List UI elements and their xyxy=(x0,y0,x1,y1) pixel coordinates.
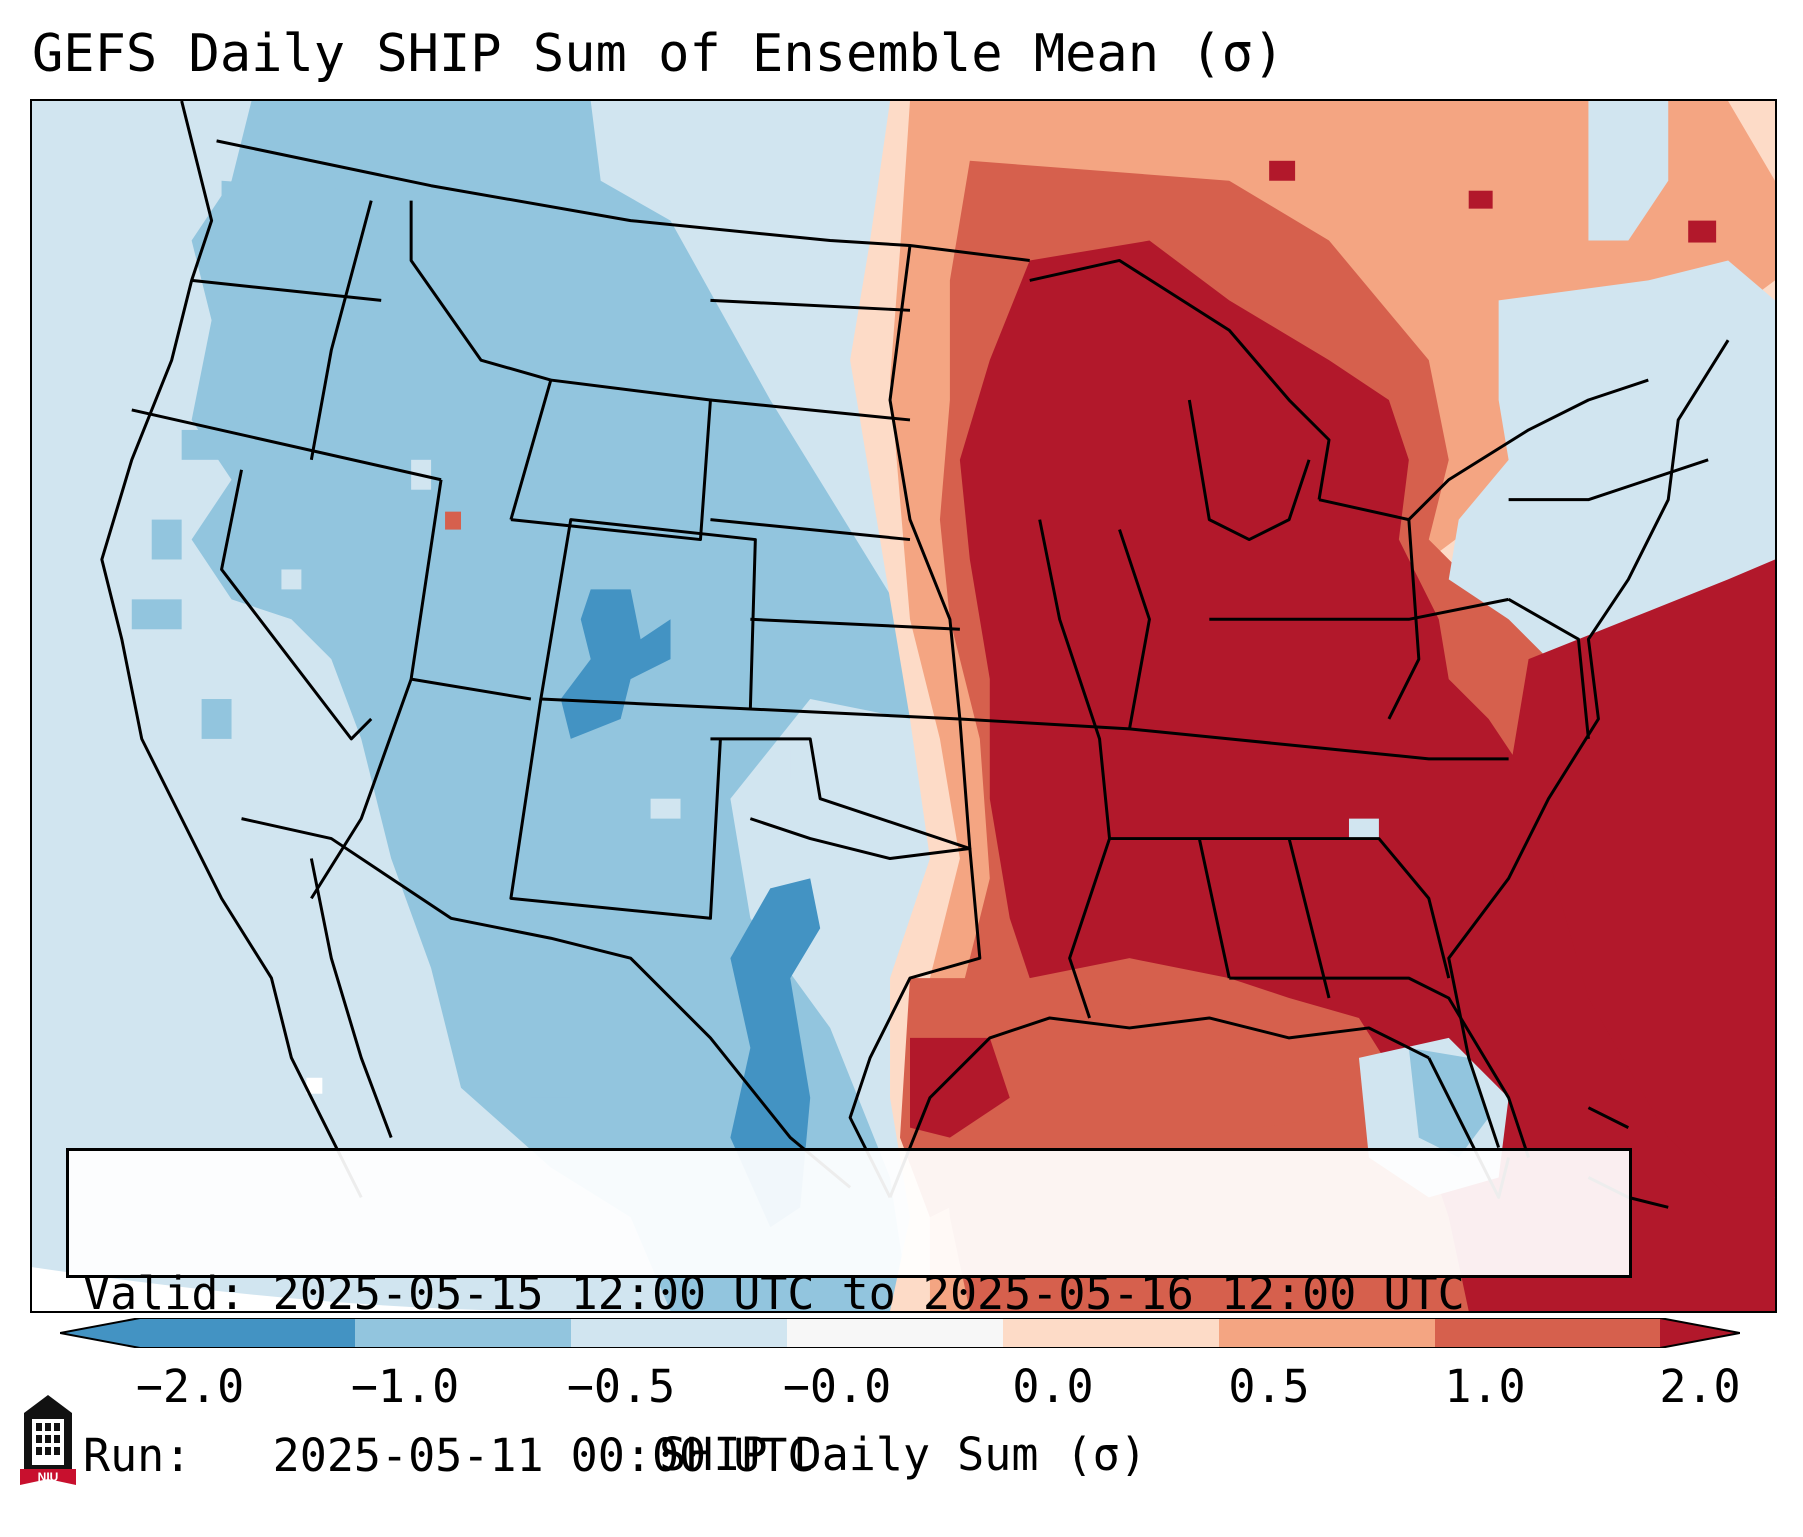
colorbar-tick-label: −2.0 xyxy=(135,1360,245,1413)
map-panel xyxy=(30,99,1777,1313)
run-time-text: Run: 2025-05-11 00:00 UTC xyxy=(83,1429,815,1482)
colorbar xyxy=(60,1318,1740,1348)
colorbar-segment-5 xyxy=(1219,1318,1435,1348)
svg-text:NIU: NIU xyxy=(38,1470,59,1484)
colorbar-tick-label: 2.0 xyxy=(1659,1360,1741,1413)
valid-run-info-box: Valid: 2025-05-15 12:00 UTC to 2025-05-1… xyxy=(66,1148,1632,1482)
region-red-utah xyxy=(445,511,462,530)
projection-edge-left xyxy=(32,1267,551,1311)
colorbar-extend-high xyxy=(1660,1318,1740,1348)
region-dark-red-texas-coast xyxy=(909,1037,1010,1138)
colorbar-tick-label: −0.5 xyxy=(566,1360,676,1413)
colorbar-segment-3 xyxy=(787,1318,1003,1348)
pixel-texture-light xyxy=(281,459,1379,839)
region-dark-red-atlantic xyxy=(1508,559,1775,1198)
region-light-blue-quebec xyxy=(1588,101,1669,241)
colorbar-segment-2 xyxy=(571,1318,787,1348)
region-mid-blue-northwest xyxy=(211,180,392,420)
region-dark-red-core xyxy=(959,240,1775,1311)
university-tower-icon: NIU xyxy=(20,1395,76,1485)
colorbar-label: SHIP Daily Sum (σ) xyxy=(659,1428,1147,1481)
region-dark-blue-texas xyxy=(730,878,821,1228)
ship-anomaly-map xyxy=(32,101,1775,1311)
colorbar-segment-6 xyxy=(1435,1318,1660,1348)
pixel-white-baja xyxy=(306,1077,323,1094)
colorbar-tick-label: 0.0 xyxy=(1012,1360,1094,1413)
colorbar-extend-low xyxy=(60,1318,140,1348)
colorbar-segment-4 xyxy=(1003,1318,1219,1348)
pixel-texture-red xyxy=(1269,160,1717,243)
boundary-lines xyxy=(100,101,1730,1209)
colorbar-segment-1 xyxy=(355,1318,571,1348)
map-title: GEFS Daily SHIP Sum of Ensemble Mean (σ) xyxy=(32,24,1285,84)
region-mid-blue-florida xyxy=(1408,1047,1489,1158)
colorbar-tick-label: 1.0 xyxy=(1444,1360,1526,1413)
region-light-blue-northeast xyxy=(1448,260,1775,620)
colorbar-tick-label: −0.0 xyxy=(782,1360,892,1413)
valid-time-text: Valid: 2025-05-15 12:00 UTC to 2025-05-1… xyxy=(83,1267,1465,1320)
colorbar-segment-0 xyxy=(140,1318,355,1348)
colorbar-tick-label: 0.5 xyxy=(1228,1360,1310,1413)
colorbar-tick-label: −1.0 xyxy=(350,1360,460,1413)
